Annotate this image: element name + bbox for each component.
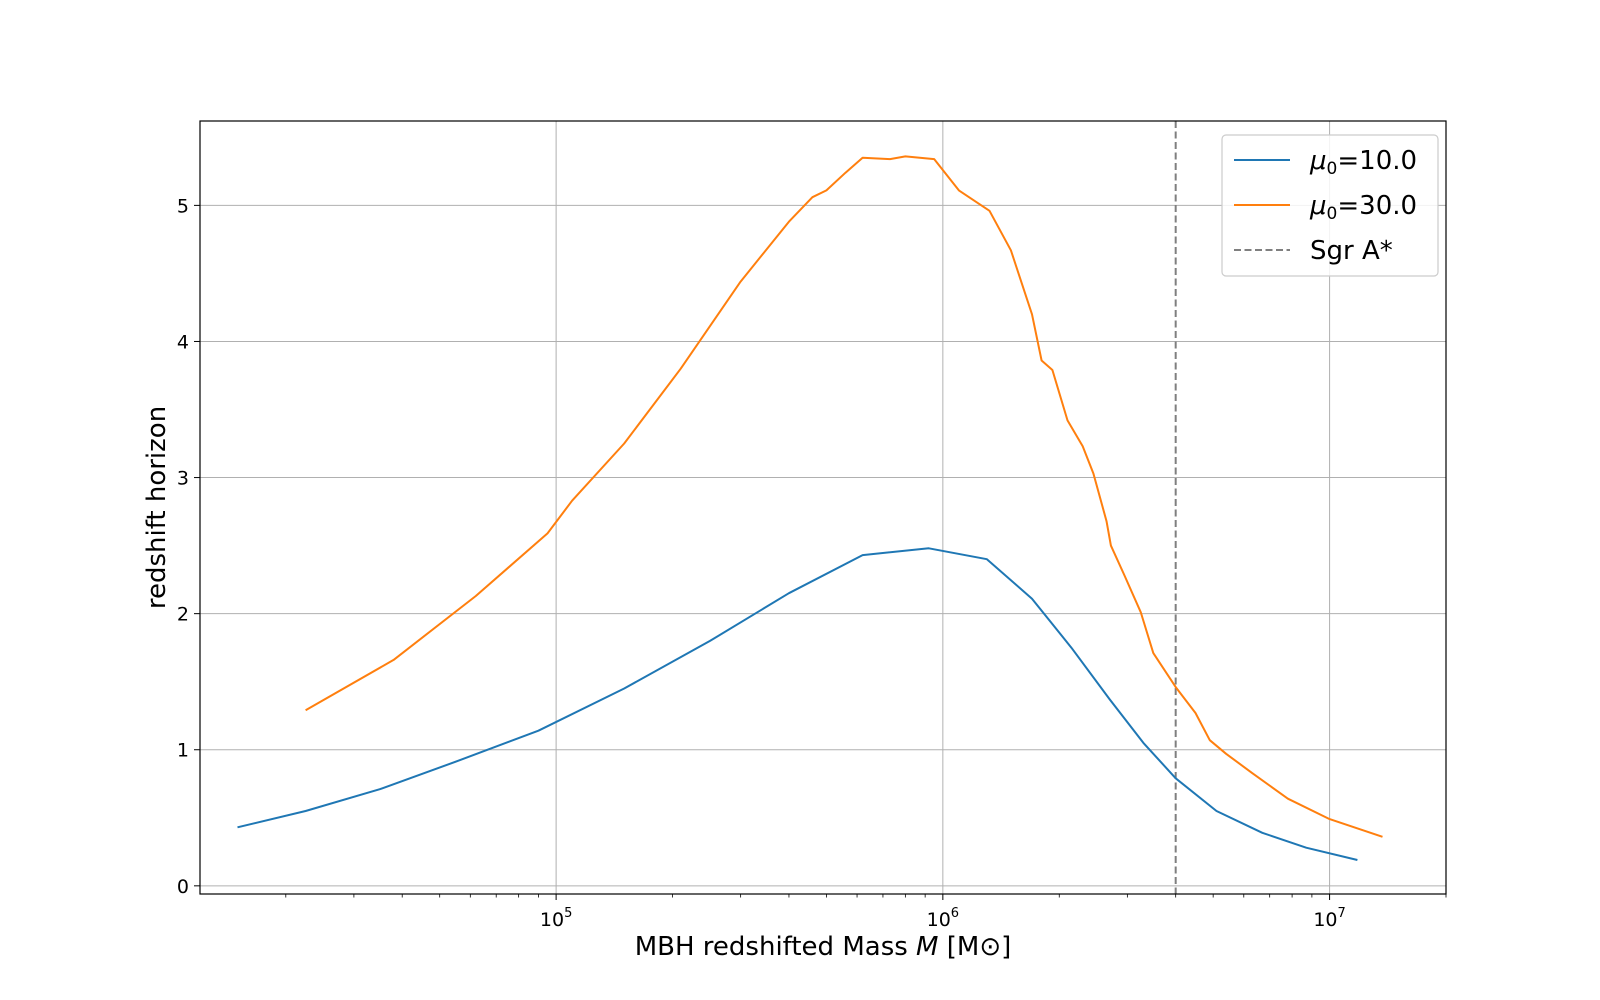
grid-lines	[200, 121, 1446, 894]
plot-frame	[199, 120, 1447, 895]
x-tick-label: 106	[927, 906, 959, 931]
x-axis-label: MBH redshifted Mass M [M⊙]	[635, 932, 1012, 962]
x-tick-label: 105	[540, 906, 572, 931]
legend-label: Sgr A*	[1310, 236, 1393, 266]
series-line-1	[237, 547, 1358, 861]
y-tick-label: 3	[177, 468, 189, 490]
x-tick-label: 107	[1313, 906, 1345, 931]
legend-label: μ0=10.0	[1309, 146, 1417, 179]
y-tick-label: 4	[177, 331, 189, 353]
y-tick-label: 1	[177, 740, 189, 762]
legend-box	[1221, 134, 1439, 277]
legend: μ0=10.0 μ0=30.0 Sgr A*	[1221, 134, 1439, 277]
series-layer	[237, 155, 1383, 861]
x-axis-ticks: 105 106 107	[540, 894, 1346, 931]
y-axis-label: redshift horizon	[142, 406, 172, 609]
legend-label: μ0=30.0	[1309, 191, 1417, 224]
y-tick-label: 0	[177, 876, 189, 898]
series-line-2	[305, 155, 1383, 838]
y-tick-label: 2	[177, 604, 189, 626]
y-tick-label: 5	[177, 195, 189, 217]
y-axis-ticks: 0 1 2 3 4 5	[177, 195, 200, 898]
